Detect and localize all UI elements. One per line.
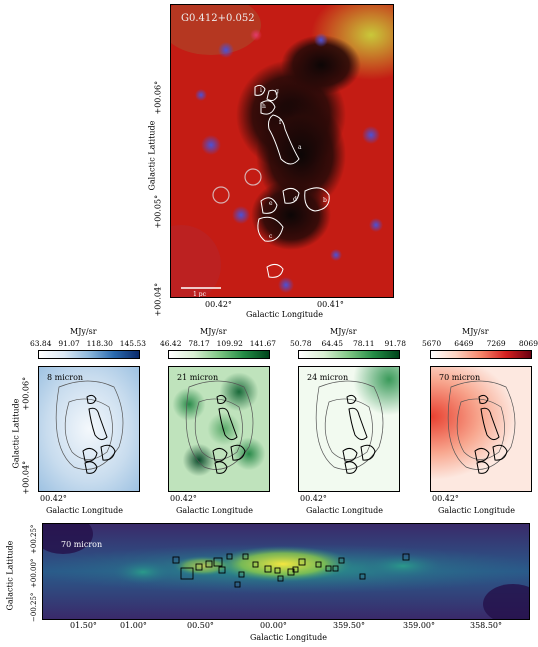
small-ytick-1: +00.06°	[21, 376, 31, 411]
main-image-panel: a b c d e f g h i G0.412+0.052 1 pc	[170, 4, 394, 298]
colorbar-tick: 5670	[422, 339, 442, 348]
small-xtick-2: 00.42°	[300, 494, 327, 503]
source-c-label: c	[269, 233, 273, 240]
wide-xtick: 00.00°	[260, 621, 287, 630]
main-ytick-3: +00.04°	[153, 282, 163, 317]
main-ytick-1: +00.06°	[153, 80, 163, 115]
colorbar-ticks-0: 63.84 91.07 118.30 145.53	[30, 339, 146, 348]
colorbar-unit-1: MJy/sr	[200, 327, 227, 336]
colorbar-tick: 8069	[518, 339, 538, 348]
small-xlabel-0: Galactic Longitude	[46, 506, 123, 515]
colorbar-tick: 118.30	[86, 339, 113, 348]
colorbar-0	[38, 350, 140, 359]
colorbar-tick: 63.84	[30, 339, 52, 348]
wide-xlabel: Galactic Longitude	[250, 633, 327, 642]
colorbar-unit-3: MJy/sr	[462, 327, 489, 336]
small-xtick-0: 00.42°	[40, 494, 67, 503]
small-xlabel-3: Galactic Longitude	[438, 506, 515, 515]
small-ylabel: Galactic Latitude	[11, 398, 21, 469]
small-panel-3: 70 micron	[430, 366, 532, 492]
colorbar-tick: 50.78	[290, 339, 312, 348]
source-e-label: e	[269, 200, 273, 207]
main-xlabel: Galactic Longitude	[246, 310, 323, 319]
colorbar-ticks-1: 46.42 78.17 109.92 141.67	[160, 339, 276, 348]
colorbar-ticks-2: 50.78 64.45 78.11 91.78	[290, 339, 406, 348]
wide-xtick: 01.00°	[120, 621, 147, 630]
colorbar-tick: 91.78	[384, 339, 406, 348]
main-rgb-image: a b c d e f g h i	[171, 5, 393, 297]
wide-xtick: 358.50°	[470, 621, 502, 630]
small-panel-2: 24 micron	[298, 366, 400, 492]
colorbar-tick: 91.07	[58, 339, 80, 348]
colorbar-tick: 6469	[454, 339, 474, 348]
source-h-label: h	[262, 103, 266, 110]
source-letters: a b c d e f g h i	[260, 87, 327, 240]
source-f-label: f	[279, 119, 282, 126]
source-d-label: d	[293, 196, 297, 203]
colorbar-unit-0: MJy/sr	[70, 327, 97, 336]
wide-panel-label: 70 micron	[61, 540, 103, 549]
colorbar-ticks-3: 5670 6469 7269 8069	[422, 339, 538, 348]
small-xtick-3: 00.42°	[432, 494, 459, 503]
colorbar-tick: 78.11	[353, 339, 375, 348]
colorbar-3	[430, 350, 532, 359]
wide-ytick: −00.25°	[30, 592, 38, 622]
small-ytick-2: +00.04°	[21, 460, 31, 495]
source-b-label: b	[323, 197, 327, 204]
wide-70micron-image	[43, 524, 529, 619]
colorbar-1	[168, 350, 270, 359]
small-panel-1: 21 micron	[168, 366, 270, 492]
source-i-label: i	[260, 87, 262, 94]
colorbar-tick: 64.45	[321, 339, 343, 348]
wide-xtick: 00.50°	[187, 621, 214, 630]
wide-image-panel: 70 micron	[42, 523, 530, 620]
wide-xtick: 359.00°	[403, 621, 435, 630]
colorbar-tick: 109.92	[216, 339, 243, 348]
colorbar-2	[298, 350, 400, 359]
small-xlabel-2: Galactic Longitude	[306, 506, 383, 515]
small-panel-label-0: 8 micron	[47, 373, 84, 382]
source-g-label: g	[275, 88, 279, 95]
small-panel-0: 8 micron	[38, 366, 140, 492]
main-ylabel: Galactic Latitude	[147, 120, 157, 191]
main-title: G0.412+0.052	[181, 13, 255, 24]
colorbar-tick: 141.67	[249, 339, 276, 348]
small-panel-label-3: 70 micron	[439, 373, 481, 382]
small-panel-label-1: 21 micron	[177, 373, 219, 382]
main-ytick-2: +00.05°	[153, 194, 163, 229]
main-xtick-1: 00.42°	[205, 300, 232, 309]
small-xtick-1: 00.42°	[170, 494, 197, 503]
wide-xtick: 359.50°	[333, 621, 365, 630]
colorbar-tick: 78.17	[188, 339, 210, 348]
colorbar-unit-2: MJy/sr	[330, 327, 357, 336]
source-a-label: a	[298, 144, 302, 151]
small-panel-label-2: 24 micron	[307, 373, 349, 382]
small-xlabel-1: Galactic Longitude	[176, 506, 253, 515]
colorbar-tick: 46.42	[160, 339, 182, 348]
colorbar-tick: 145.53	[119, 339, 146, 348]
main-xtick-2: 00.41°	[317, 300, 344, 309]
wide-ylabel: Galactic Latitude	[5, 540, 15, 611]
scale-bar-label: 1 pc	[193, 291, 206, 298]
wide-xtick: 01.50°	[70, 621, 97, 630]
colorbar-tick: 7269	[486, 339, 506, 348]
